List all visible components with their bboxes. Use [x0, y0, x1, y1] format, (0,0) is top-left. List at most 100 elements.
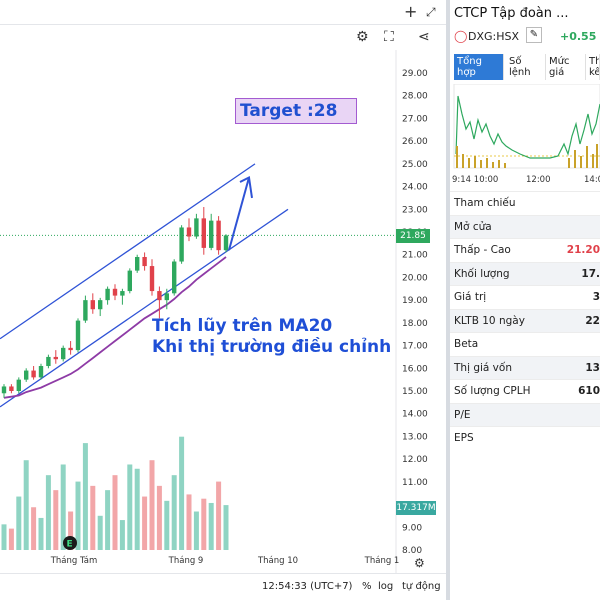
volume-bar: [31, 507, 37, 550]
y-tick-label: 24.00: [402, 183, 428, 193]
info-row: Mở cửa: [450, 214, 600, 238]
tab-stats[interactable]: Th kê: [586, 54, 600, 80]
candle-body: [201, 218, 206, 248]
volume-bar: [68, 511, 74, 550]
y-tick-label: 14.00: [402, 410, 428, 420]
info-row: Khối lượng 17.: [450, 261, 600, 285]
candle-body: [105, 288, 110, 301]
info-key: Số lượng CPLH: [454, 385, 531, 397]
note-line-2: Khi thị trường điều chỉnh: [152, 337, 392, 357]
volume-bar: [186, 494, 192, 550]
info-key: Mở cửa: [454, 220, 492, 233]
chart-bottom-bar: 12:54:33 (UTC+7) % log tự động: [0, 573, 446, 600]
volume-bar: [171, 475, 177, 550]
mini-time-label-3: 14:0: [584, 175, 600, 185]
side-tabs: Tổng hợp Số lệnh Mức giá Th kê: [450, 54, 600, 80]
y-tick-label: 28.00: [402, 92, 428, 102]
mini-time-label-2: 12:00: [526, 175, 551, 185]
channel-upper-line: [0, 163, 256, 340]
candle-body: [157, 291, 162, 301]
plus-icon[interactable]: +: [404, 2, 418, 21]
log-toggle[interactable]: log: [378, 581, 394, 592]
y-tick-label: 23.00: [402, 205, 428, 215]
intraday-mini-chart: 9:14 10:00 12:00 14:0: [452, 84, 600, 185]
volume-bar: [127, 464, 133, 550]
symbol-status-icon: ◯: [454, 29, 468, 43]
volume-bar: [119, 520, 125, 550]
candle-body: [46, 356, 51, 367]
volume-bar: [208, 502, 214, 550]
candle-body: [31, 370, 36, 378]
quote-side-panel: CTCP Tập đoàn ... ◯ DXG:HSX ✎ +0.55 / - …: [450, 0, 600, 600]
candle-body: [68, 347, 73, 351]
tab-overview[interactable]: Tổng hợp: [454, 54, 504, 80]
fullscreen-icon[interactable]: ⛶: [384, 29, 394, 45]
volume-bar: [1, 524, 7, 550]
last-price-tag: 21.85: [396, 229, 430, 243]
chart-pane: + ⤢ ⚙ ⛶ ⋖ 29.00 28.00 27.00 26.00 25.00 24.00…: [0, 0, 446, 600]
volume-bar: [53, 490, 59, 550]
info-row: EPS: [450, 426, 600, 449]
percent-toggle[interactable]: %: [362, 581, 372, 592]
candlestick-chart[interactable]: 29.0028.0027.0026.0025.0024.0023.0022.00…: [0, 50, 446, 573]
volume-bar: [193, 511, 199, 550]
candle-body: [120, 291, 125, 296]
tab-orders[interactable]: Số lệnh: [506, 54, 546, 80]
candle-body: [38, 366, 44, 378]
y-tick-label: 16.00: [402, 364, 428, 374]
y-tick-label: 27.00: [402, 114, 428, 124]
volume-bar: [105, 490, 111, 550]
y-tick-label: 20.00: [402, 273, 428, 283]
axis-settings-icon[interactable]: ⚙: [414, 556, 425, 570]
candle-body: [1, 386, 7, 394]
chart-title-bar: + ⤢: [0, 0, 446, 24]
candle-body: [179, 227, 184, 262]
volume-bar: [164, 500, 170, 550]
info-row: Beta: [450, 332, 600, 355]
info-value: 3: [592, 291, 600, 303]
info-key: EPS: [454, 432, 474, 444]
volume-bar: [16, 496, 22, 550]
y-tick-label: 26.00: [402, 137, 428, 147]
info-key: Beta: [454, 338, 479, 350]
gear-icon[interactable]: ⚙: [356, 29, 369, 45]
x-axis-label: Tháng 1: [364, 556, 400, 566]
volume-bar: [134, 468, 140, 550]
candle-body: [24, 370, 29, 380]
tab-price-levels[interactable]: Mức giá: [546, 54, 586, 80]
info-row: P/E: [450, 402, 600, 426]
candle-body: [194, 218, 199, 237]
y-tick-label: 19.00: [402, 296, 428, 306]
auto-toggle[interactable]: tự động: [402, 581, 441, 592]
y-tick-label: 15.00: [402, 387, 428, 397]
info-key: KLTB 10 ngày: [454, 314, 525, 327]
info-key: Khối lượng: [454, 267, 510, 280]
channel-lower-line: [0, 208, 289, 408]
candle-body: [61, 347, 66, 360]
candle-body: [98, 300, 103, 310]
y-tick-label: 29.00: [402, 69, 428, 79]
volume-bar: [60, 464, 66, 550]
volume-bar: [38, 517, 44, 550]
info-row: Giá trị 3: [450, 285, 600, 308]
volume-bar: [112, 475, 118, 550]
info-row: Số lượng CPLH 610: [450, 379, 600, 402]
ma20-line: [3, 256, 227, 399]
volume-bar: [156, 485, 162, 550]
expand-icon[interactable]: ⤢: [426, 5, 436, 19]
volume-bar: [90, 485, 96, 550]
x-axis-label: Tháng Tám: [50, 556, 98, 566]
pane-divider[interactable]: [446, 0, 450, 600]
y-tick-label: 8.00: [402, 546, 422, 556]
candle-body: [172, 261, 177, 294]
info-row: Thấp - Cao 21.20: [450, 238, 600, 261]
candle-body: [135, 256, 140, 271]
candle-body: [142, 256, 147, 267]
y-tick-label: 18.00: [402, 319, 428, 329]
share-icon[interactable]: ⋖: [418, 29, 430, 45]
volume-bar: [216, 481, 222, 550]
projection-arrow-head: [239, 175, 253, 199]
edit-icon[interactable]: ✎: [526, 27, 542, 43]
volume-bar: [8, 528, 14, 550]
mini-time-label-1: 9:14 10:00: [452, 175, 498, 185]
